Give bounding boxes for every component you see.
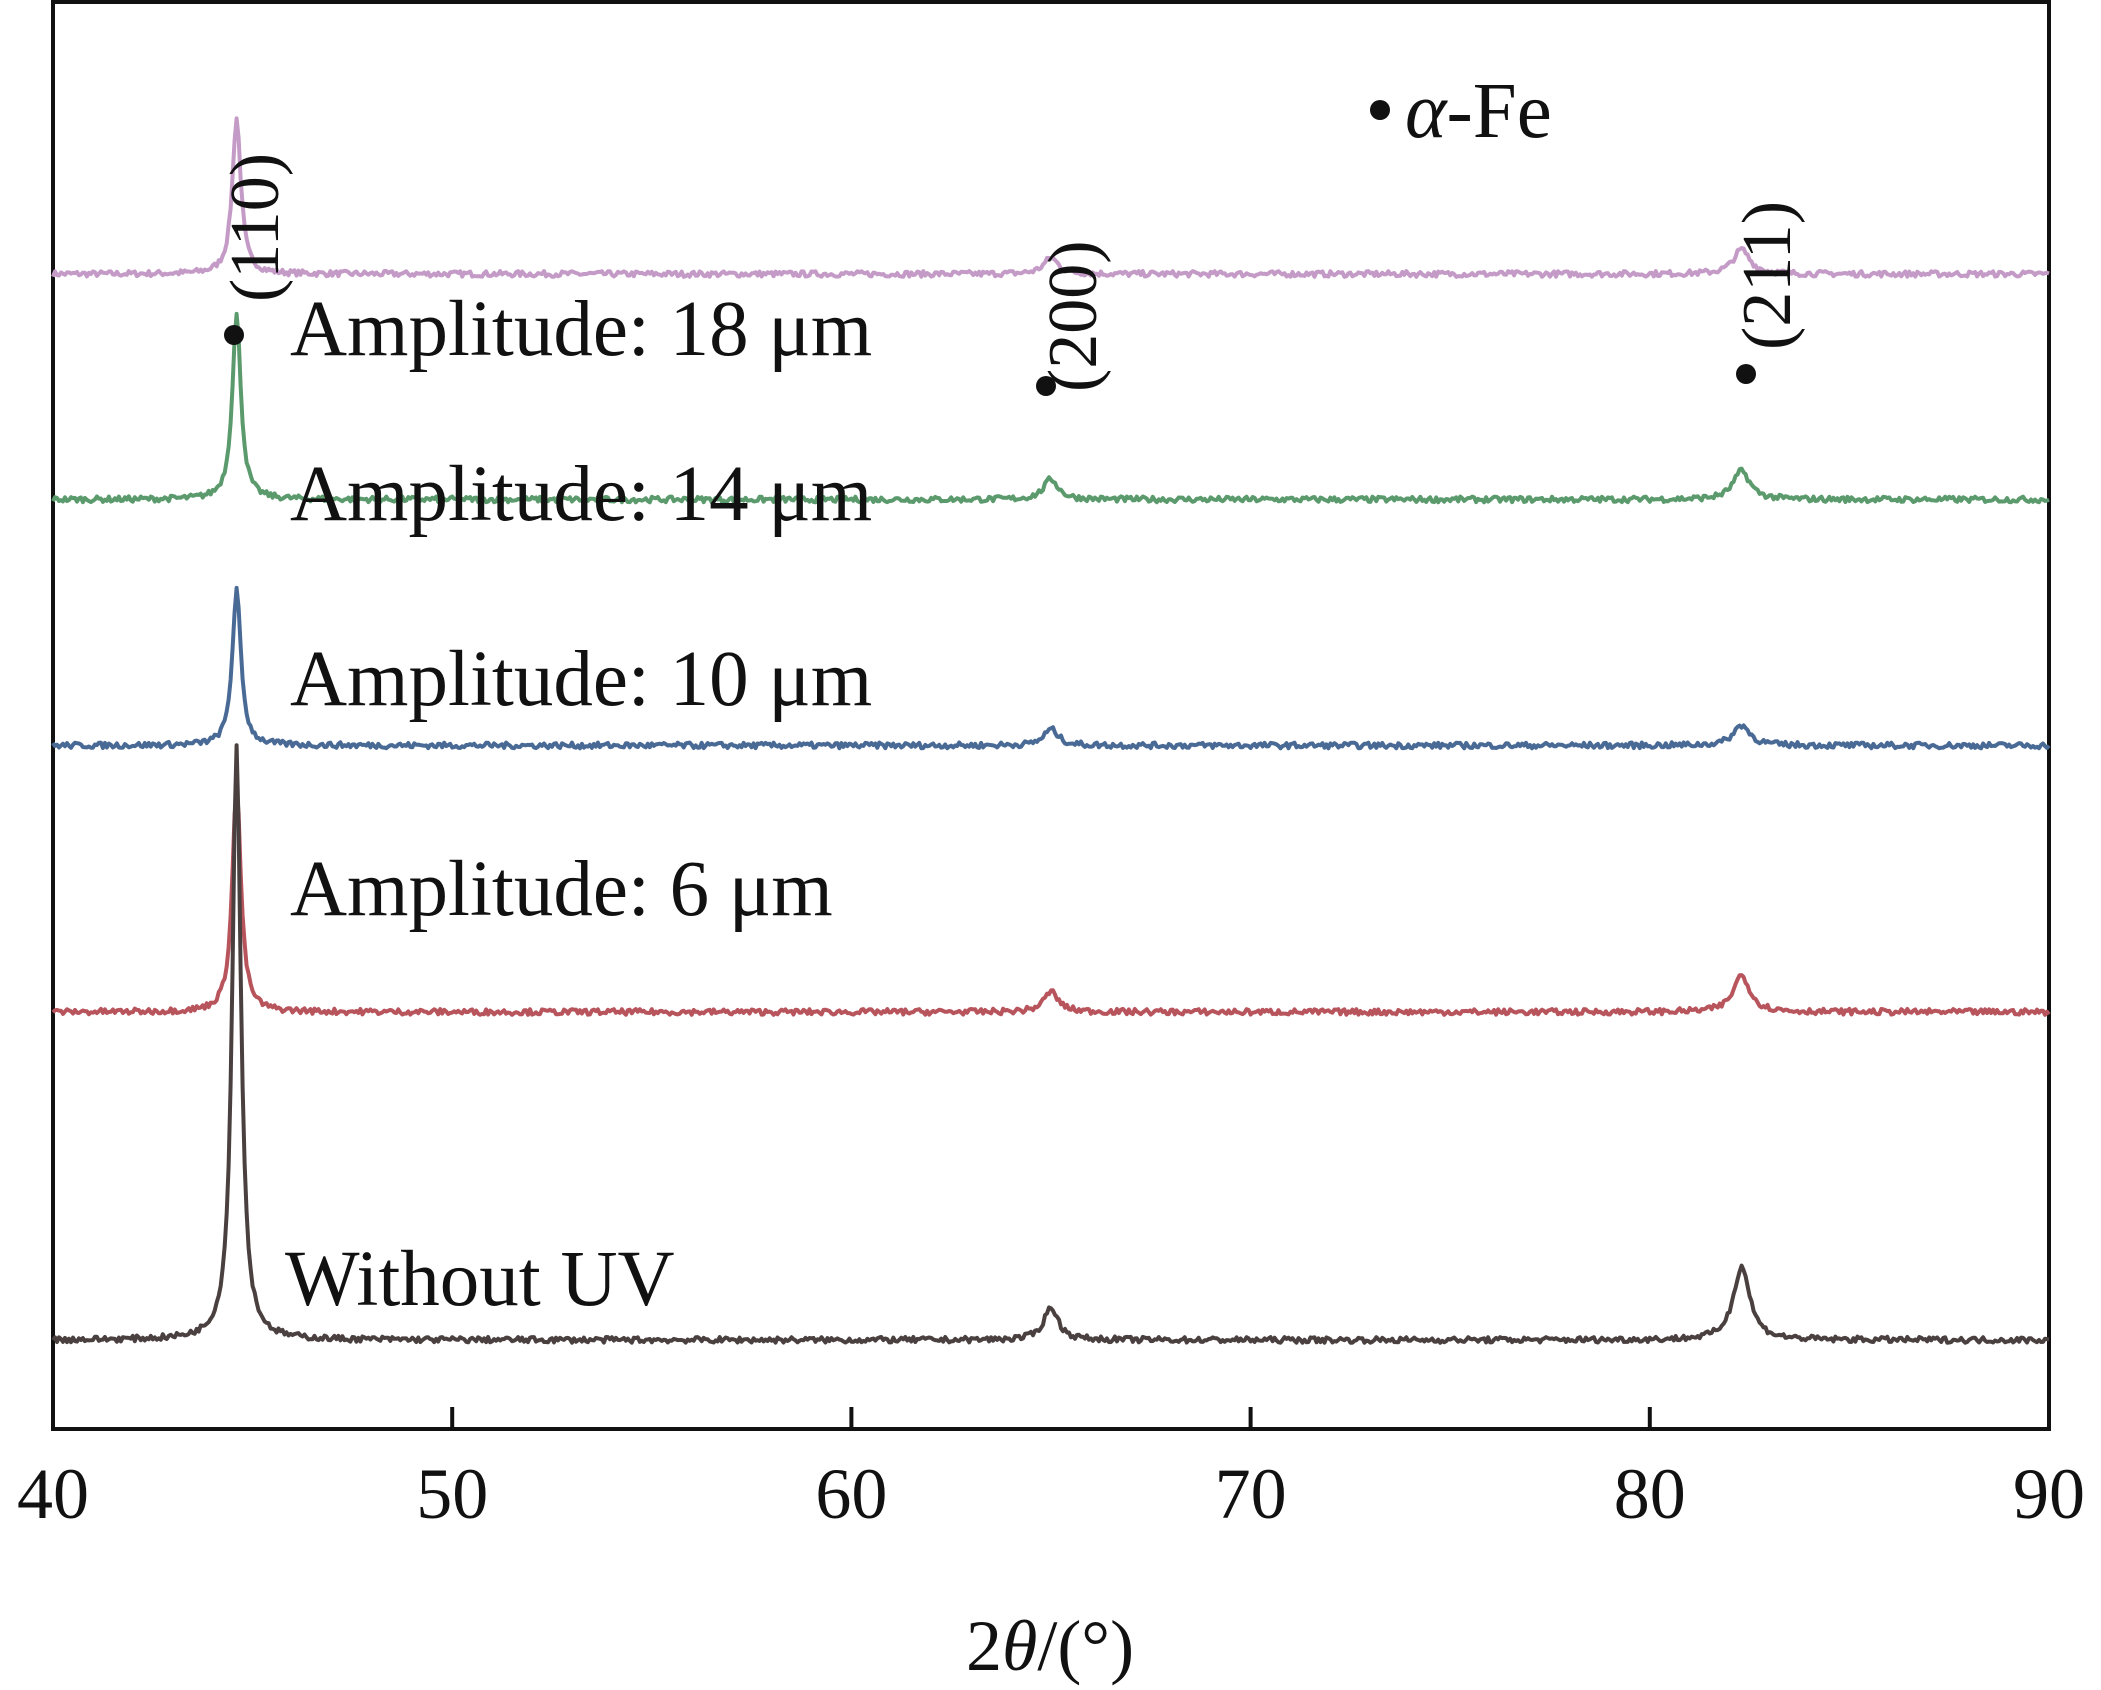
series-label-4: Without UV (285, 1236, 675, 1323)
phase-legend-symbol: α (1405, 68, 1448, 155)
peak-label-2: (211) (1729, 201, 1806, 350)
phase-legend: α-Fe (1405, 68, 1552, 155)
series-line-4 (51, 743, 2050, 1345)
peak-dot-1 (1036, 376, 1056, 396)
x-tick-label-80: 80 (1614, 1454, 1686, 1534)
x-tick-label-40: 40 (17, 1454, 89, 1534)
series-line-0 (51, 116, 2050, 279)
x-tick-label-60: 60 (815, 1454, 887, 1534)
x-axis-label-suffix: /(°) (1037, 1606, 1134, 1686)
x-tick-label-90: 90 (2013, 1454, 2085, 1534)
x-axis-label-prefix: 2 (966, 1606, 1002, 1686)
x-tick-label-70: 70 (1215, 1454, 1287, 1534)
phase-legend-text: -Fe (1446, 68, 1551, 155)
peak-dot-2 (1736, 364, 1756, 384)
series-label-1: Amplitude: 14 μm (290, 451, 872, 538)
x-axis-label: 2θ/(°) (966, 1606, 1134, 1686)
series-line-2 (51, 585, 2051, 751)
peak-label-0: (110) (217, 153, 294, 302)
x-tick-label-50: 50 (416, 1454, 488, 1534)
series-line-1 (51, 311, 2050, 505)
series-group: Amplitude: 18 μm Amplitude: 14 μm Amplitud… (51, 116, 2051, 1345)
alpha-fe-legend-dot (1370, 100, 1390, 120)
peak-label-1: (200) (1035, 240, 1112, 392)
plot-frame (51, 0, 2051, 1431)
peak-dot-0 (224, 325, 244, 345)
x-axis-label-symbol: θ (1002, 1606, 1037, 1686)
series-line-3 (51, 785, 2051, 1017)
series-label-2: Amplitude: 10 μm (290, 636, 872, 723)
peak-markers: (110) (200) (211) (217, 153, 1806, 396)
x-axis-ticks: 40 50 60 70 80 90 (17, 1407, 2085, 1534)
series-label-3: Amplitude: 6 μm (290, 846, 833, 933)
series-label-0: Amplitude: 18 μm (290, 286, 872, 373)
